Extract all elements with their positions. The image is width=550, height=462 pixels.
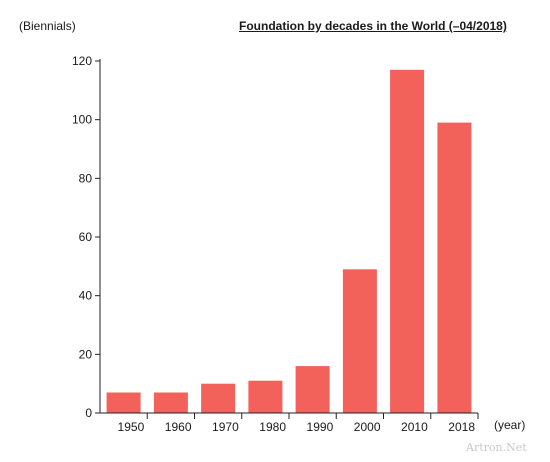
watermark: Artron.Net bbox=[466, 441, 527, 454]
y-tick-label: 20 bbox=[79, 347, 93, 361]
y-tick-label: 0 bbox=[85, 406, 92, 420]
y-tick-label: 80 bbox=[79, 171, 93, 185]
y-tick-label: 120 bbox=[72, 54, 92, 68]
y-tick-label: 60 bbox=[79, 230, 93, 244]
x-tick-label: 2000 bbox=[354, 420, 381, 434]
bar bbox=[248, 380, 283, 413]
y-tick-label: 100 bbox=[72, 113, 92, 127]
y-tick-label: 40 bbox=[79, 289, 93, 303]
x-tick-label: 2018 bbox=[448, 420, 475, 434]
x-axis-label: (year) bbox=[494, 418, 526, 432]
bar bbox=[295, 366, 330, 413]
x-tick-label: 1950 bbox=[118, 420, 145, 434]
bar bbox=[390, 69, 425, 414]
chart-title: Foundation by decades in the World (–04/… bbox=[239, 19, 507, 33]
bar bbox=[106, 392, 141, 413]
y-axis-label: (Biennials) bbox=[19, 19, 76, 33]
x-tick-label: 1980 bbox=[259, 420, 286, 434]
bar bbox=[153, 392, 188, 413]
x-tick-label: 1960 bbox=[165, 420, 192, 434]
x-tick-label: 1970 bbox=[212, 420, 239, 434]
bar bbox=[201, 383, 236, 413]
bar bbox=[437, 122, 472, 413]
x-tick-label: 2010 bbox=[401, 420, 428, 434]
x-tick-label: 1990 bbox=[307, 420, 334, 434]
bar bbox=[342, 269, 377, 413]
